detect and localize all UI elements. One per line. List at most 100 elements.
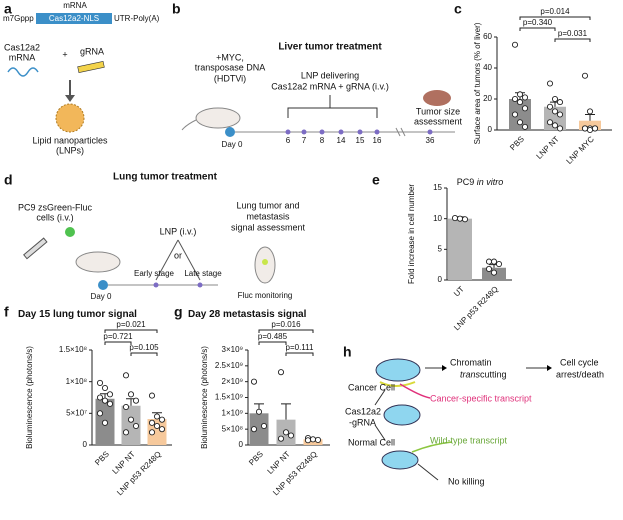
data-point bbox=[132, 422, 140, 430]
data-point bbox=[255, 408, 263, 415]
data-point bbox=[158, 426, 166, 433]
lnp-icon bbox=[55, 103, 85, 133]
title: Liver tumor treatment bbox=[278, 42, 382, 53]
panel-letter: g bbox=[174, 304, 183, 320]
data-point bbox=[511, 41, 519, 48]
dose-dot bbox=[357, 129, 363, 135]
data-point bbox=[551, 95, 559, 103]
chart-title: Day 28 metastasis signal bbox=[188, 309, 307, 320]
y-tick-label: 2.5×10⁹ bbox=[215, 361, 243, 370]
data-point bbox=[122, 429, 130, 436]
data-point bbox=[490, 269, 498, 276]
data-point bbox=[521, 123, 529, 130]
data-point bbox=[127, 416, 135, 423]
p-value: p=0.031 bbox=[558, 29, 588, 38]
mouse-tail bbox=[181, 119, 197, 131]
data-point bbox=[158, 416, 166, 423]
panel-letter: e bbox=[372, 172, 380, 188]
data-point bbox=[546, 119, 554, 126]
data-point bbox=[309, 436, 317, 443]
error-bar bbox=[585, 114, 595, 121]
label: Day 0 bbox=[222, 140, 243, 149]
data-point bbox=[551, 108, 559, 115]
day-label: 8 bbox=[320, 136, 325, 145]
title-text: PC9 bbox=[457, 177, 475, 187]
p-bracket bbox=[519, 16, 591, 20]
data-point bbox=[490, 258, 498, 265]
data-point bbox=[260, 422, 268, 430]
dose-dot bbox=[427, 129, 433, 135]
transcript bbox=[399, 383, 431, 399]
y-tick-label: 5 bbox=[438, 244, 443, 253]
data-point bbox=[96, 410, 104, 417]
y-tick-label: 1.5×10⁸ bbox=[59, 345, 87, 354]
label: Cas12a2 mRNA + gRNA (i.v.) bbox=[271, 81, 389, 91]
panel-h: h Cancer-specific transcript Chromatin t… bbox=[343, 344, 604, 487]
label: mRNA bbox=[63, 1, 87, 10]
label: cells (i.v.) bbox=[36, 212, 73, 222]
p-value: p=0.340 bbox=[523, 18, 553, 27]
title-italic: in vitro bbox=[477, 177, 504, 187]
arrow-head bbox=[442, 365, 447, 371]
data-point bbox=[250, 426, 258, 433]
label: No killing bbox=[448, 476, 485, 486]
arrows bbox=[155, 239, 201, 281]
data-point bbox=[516, 99, 524, 106]
panel-letter: c bbox=[454, 1, 462, 17]
panel-letter: f bbox=[4, 304, 9, 320]
p-bracket bbox=[285, 352, 314, 356]
y-tick-label: 0 bbox=[438, 275, 443, 284]
panel-b: b Liver tumor treatment +MYC, transposas… bbox=[172, 1, 463, 149]
label: or bbox=[174, 250, 182, 260]
bar bbox=[249, 413, 269, 445]
label: -gRNA bbox=[349, 417, 376, 427]
data-point bbox=[586, 126, 594, 134]
p-bracket bbox=[104, 341, 132, 345]
x-tick-label: LNP NT bbox=[266, 449, 292, 475]
label: Cell cycle bbox=[560, 357, 599, 367]
data-point bbox=[511, 95, 519, 103]
data-point bbox=[456, 215, 464, 222]
day0-dot bbox=[98, 280, 108, 290]
x-tick-label: PBS bbox=[93, 450, 111, 468]
data-point bbox=[304, 437, 312, 444]
x-tick-label: UT bbox=[452, 284, 466, 298]
chart-title: PC9 in vitro bbox=[457, 177, 504, 187]
y-tick-label: 2×10⁹ bbox=[222, 377, 243, 386]
mouse bbox=[195, 107, 241, 129]
p-bracket bbox=[104, 329, 158, 333]
title: Lung tumor treatment bbox=[113, 172, 218, 183]
grna bbox=[379, 381, 416, 387]
day-label: 6 bbox=[286, 136, 291, 145]
cas-complex bbox=[383, 404, 421, 426]
p-value: p=0.111 bbox=[286, 343, 315, 352]
y-tick-label: 15 bbox=[433, 183, 442, 192]
data-point bbox=[546, 80, 554, 87]
p-bracket bbox=[519, 27, 556, 31]
day-label: 36 bbox=[426, 136, 435, 145]
x-tick-label: PBS bbox=[247, 450, 265, 468]
mrna-icon bbox=[7, 67, 39, 77]
data-point bbox=[101, 397, 109, 404]
label: UTR-Poly(A) bbox=[114, 14, 160, 23]
data-point bbox=[153, 422, 161, 430]
label: signal assessment bbox=[231, 222, 306, 232]
data-point bbox=[277, 435, 285, 442]
x-tick-label: LNP MYC bbox=[564, 134, 596, 166]
data-point bbox=[556, 125, 564, 132]
data-point bbox=[106, 391, 114, 398]
data-point bbox=[106, 400, 114, 407]
label: trans bbox=[460, 369, 481, 379]
panel-letter: a bbox=[4, 1, 12, 17]
cas-complex bbox=[375, 358, 421, 382]
data-point bbox=[495, 261, 503, 268]
chart-title: Day 15 lung tumor signal bbox=[18, 309, 137, 320]
data-point bbox=[96, 394, 104, 401]
y-tick-label: 60 bbox=[483, 32, 492, 41]
label: LNP (i.v.) bbox=[160, 226, 197, 236]
data-point bbox=[546, 103, 554, 110]
label: transposase DNA bbox=[195, 62, 266, 72]
y-tick-label: 20 bbox=[483, 94, 492, 103]
p-bracket bbox=[130, 352, 158, 356]
